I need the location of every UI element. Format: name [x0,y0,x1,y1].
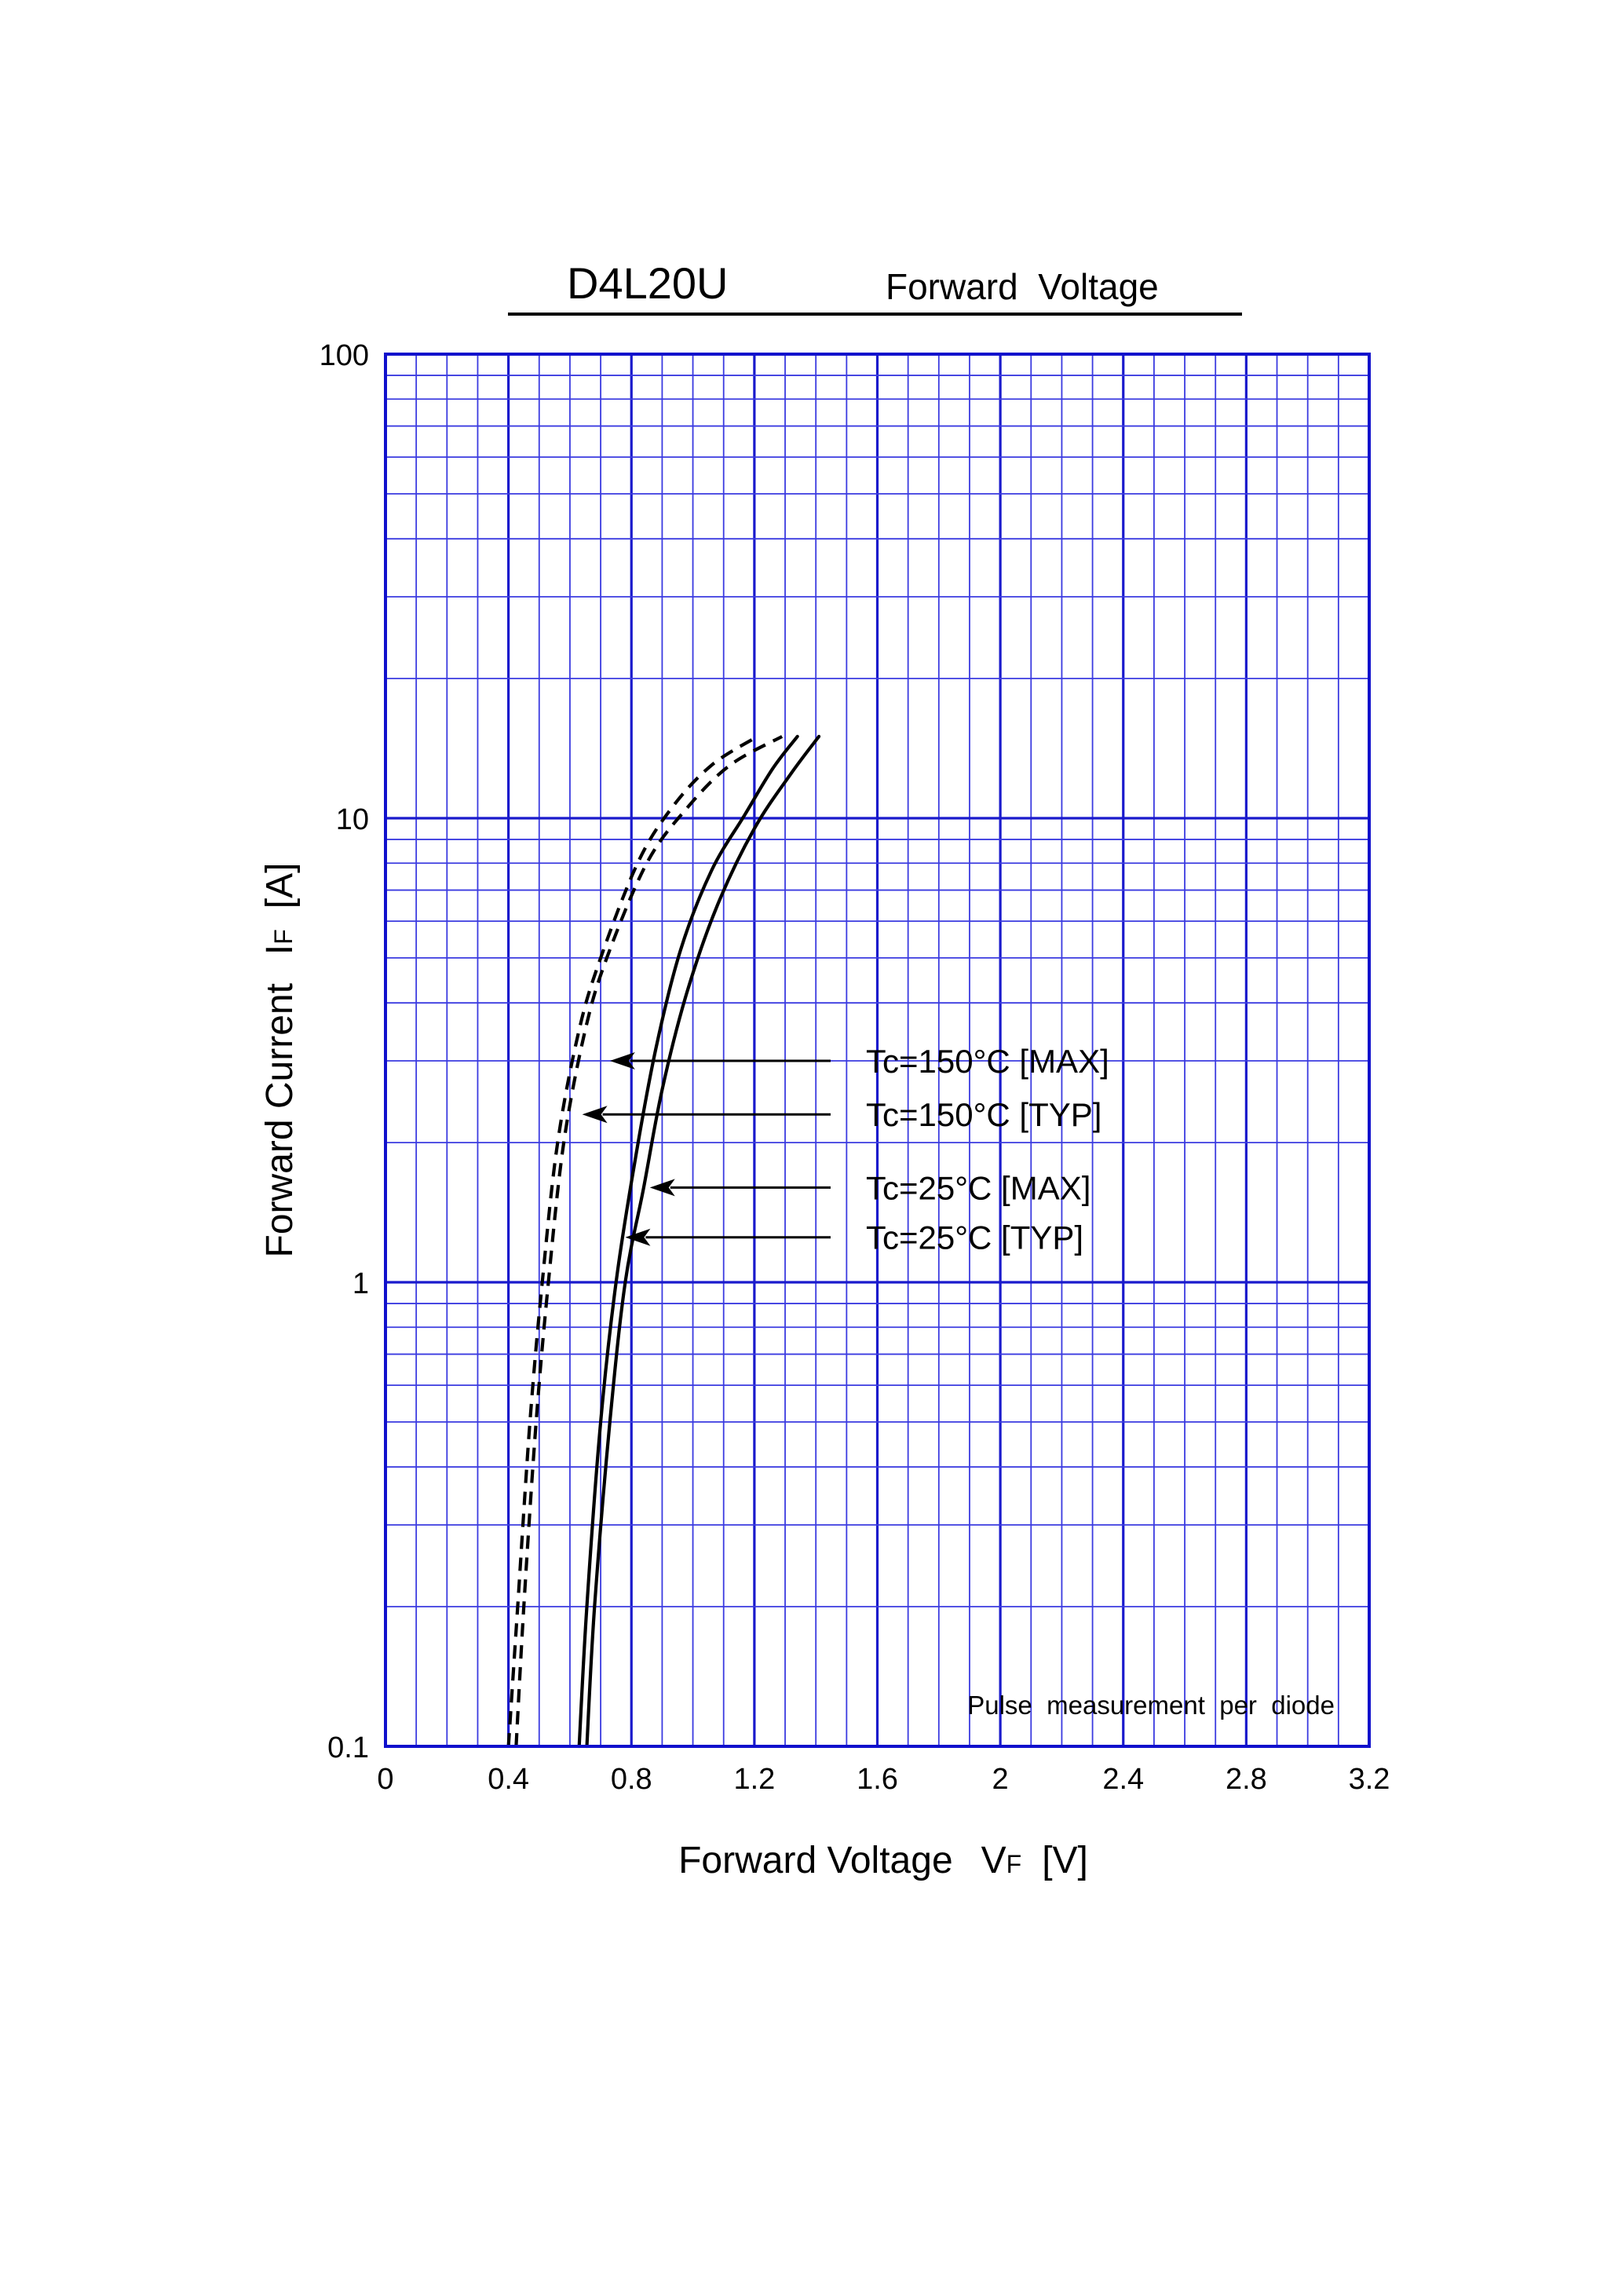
y-tick-labels: 0.1 1 10 100 [320,339,369,1764]
y-axis-label-text: Forward Current [259,983,301,1257]
annotation-arrowhead [625,1228,651,1246]
x-tick-label: 3.2 [1349,1763,1390,1796]
x-tick-label: 2 [992,1763,1009,1796]
measurement-note: Pulse measurement per diode [967,1691,1335,1720]
y-axis-subscript: F [269,929,298,945]
grid [385,354,1369,1746]
series-label: Tc=150°C [TYP] [866,1096,1101,1133]
y-axis-label: Forward Current IF [A] [259,862,301,1257]
x-axis-unit: [V] [1042,1840,1088,1881]
annotation-arrowhead [609,1052,635,1070]
series-label: Tc=25°C [MAX] [866,1169,1090,1206]
x-axis-label-text: Forward Voltage [678,1840,953,1881]
x-tick-label: 0.8 [611,1763,652,1796]
series-curves [506,734,821,1749]
series-curve-3 [585,734,821,1749]
x-axis-symbol: V [981,1840,1006,1881]
x-tick-label: 1.6 [857,1763,898,1796]
y-axis-symbol: I [259,945,301,955]
x-tick-label: 0.4 [488,1763,529,1796]
x-tick-label: 1.2 [733,1763,775,1796]
y-tick-label: 10 [336,803,369,836]
x-tick-labels: 0 0.4 0.8 1.2 1.6 2 2.4 2.8 3.2 [377,1763,1390,1796]
annotation-arrowhead [649,1179,675,1197]
x-tick-label: 2.4 [1102,1763,1144,1796]
series-annotations: Tc=150°C [MAX] Tc=150°C [TYP] Tc=25°C [MAX… [582,1043,1109,1256]
y-tick-label: 100 [320,339,369,372]
x-tick-label: 2.8 [1226,1763,1267,1796]
x-tick-label: 0 [377,1763,393,1796]
plot-frame [384,353,1371,1748]
x-axis-label: Forward Voltage VF [V] [678,1840,1088,1881]
y-tick-label: 1 [353,1267,369,1300]
series-curve-2 [506,735,758,1747]
part-number: D4L20U [567,258,728,308]
x-axis-subscript: F [1006,1850,1022,1878]
series-label: Tc=25°C [TYP] [866,1219,1083,1256]
annotation-arrowhead [582,1106,608,1124]
series-curve-4 [577,734,799,1749]
y-axis-unit: [A] [259,862,301,909]
y-tick-label: 0.1 [327,1731,369,1764]
chart-title: Forward Voltage [886,266,1159,307]
series-curve-1 [514,735,784,1747]
series-label: Tc=150°C [MAX] [866,1043,1109,1080]
